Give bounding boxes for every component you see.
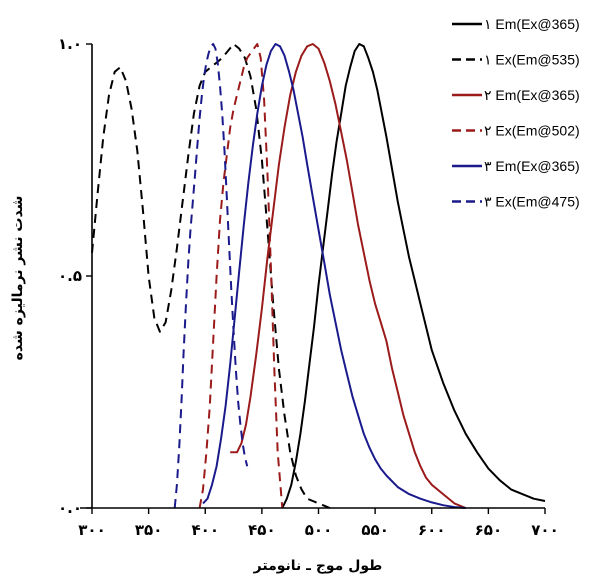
x-tick-label: ۳۰۰ xyxy=(78,521,105,539)
x-tick-label: ۴۰۰ xyxy=(192,521,219,539)
series-line-4 xyxy=(198,43,284,509)
y-tick-label: ۰.۵ xyxy=(58,267,82,285)
y-tick-label: ۱.۰ xyxy=(58,35,82,53)
series-line-2 xyxy=(91,43,331,509)
x-tick-label: ۵۰۰ xyxy=(305,521,332,539)
axes xyxy=(80,44,545,509)
legend-label-1: ۱ Em(Ex@365) xyxy=(484,16,580,32)
legend-label-6: ۳ Ex(Em@475) xyxy=(484,194,580,210)
x-tick-label: ۶۵۰ xyxy=(475,521,502,539)
x-tick-label: ۵۵۰ xyxy=(361,521,388,539)
legend: ۱ Em(Ex@365) ۱ Ex(Em@535) ۲ Em(Ex@365) ۲ Ex… xyxy=(452,16,580,210)
legend-label-3: ۲ Em(Ex@365) xyxy=(484,87,580,103)
x-axis-title: طول موج ـ نانومتر xyxy=(253,558,383,574)
x-tick-label: ۶۰۰ xyxy=(418,521,445,539)
x-tick-label: ۷۰۰ xyxy=(531,521,558,539)
ticks: ۳۰۰ ۳۵۰ ۴۰۰ ۴۵۰ ۵۰۰ ۵۵۰ ۶۰۰ ۶۵۰ ۷۰۰ ۰.۰ ۰.۵ ۱.۰ xyxy=(58,35,559,539)
legend-label-2: ۱ Ex(Em@535) xyxy=(484,52,580,68)
x-tick-label: ۳۵۰ xyxy=(135,521,162,539)
series-line-1 xyxy=(281,43,546,509)
x-tick-label: ۴۵۰ xyxy=(248,521,275,539)
series-line-5 xyxy=(202,43,466,509)
y-tick-label: ۰.۰ xyxy=(58,499,82,517)
legend-label-4: ۲ Ex(Em@502) xyxy=(484,123,580,139)
series-line-3 xyxy=(230,43,467,509)
y-axis-title: شدت نشر نرماليزه شده xyxy=(10,196,26,361)
legend-label-5: ۳ Em(Ex@365) xyxy=(484,158,580,174)
series-layer xyxy=(91,43,546,509)
series-line-6 xyxy=(173,43,249,509)
